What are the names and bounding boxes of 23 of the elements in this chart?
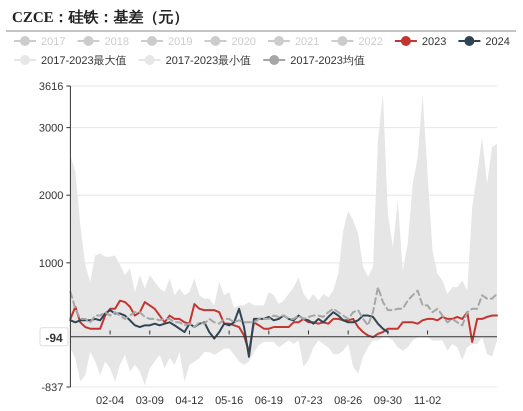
y-tick-label: 2000: [38, 190, 64, 202]
x-tick-label: 04-12: [175, 395, 204, 407]
x-tick-label: 08-26: [334, 395, 362, 407]
ref-line-label: -94: [45, 330, 63, 345]
x-tick-label: 11-02: [414, 395, 442, 407]
x-tick-label: 02-04: [96, 395, 124, 407]
y-tick-label: -837: [41, 382, 64, 394]
x-tick-label: 05-16: [215, 395, 244, 407]
x-tick-label: 07-23: [294, 395, 323, 407]
y-tick-label: 3616: [38, 81, 64, 93]
x-tick-label: 09-30: [374, 395, 402, 407]
legend-label: 2017-2023最小值: [166, 54, 252, 67]
line-series: [69, 286, 498, 328]
legend-label: 2017-2023均值: [290, 55, 365, 67]
chart-title: CZCE：硅铁：基差（元）: [12, 9, 189, 26]
y-tick-label: 1000: [38, 258, 64, 270]
y-tick-label: 3000: [38, 122, 64, 135]
legend-label: 2017-2023最大值: [41, 54, 127, 67]
x-tick-label: 06-19: [254, 395, 283, 407]
line-series: [69, 308, 389, 358]
legend-label: 2023: [422, 36, 446, 48]
legend-label: 2024: [485, 36, 510, 48]
x-tick-label: 03-09: [136, 395, 164, 407]
